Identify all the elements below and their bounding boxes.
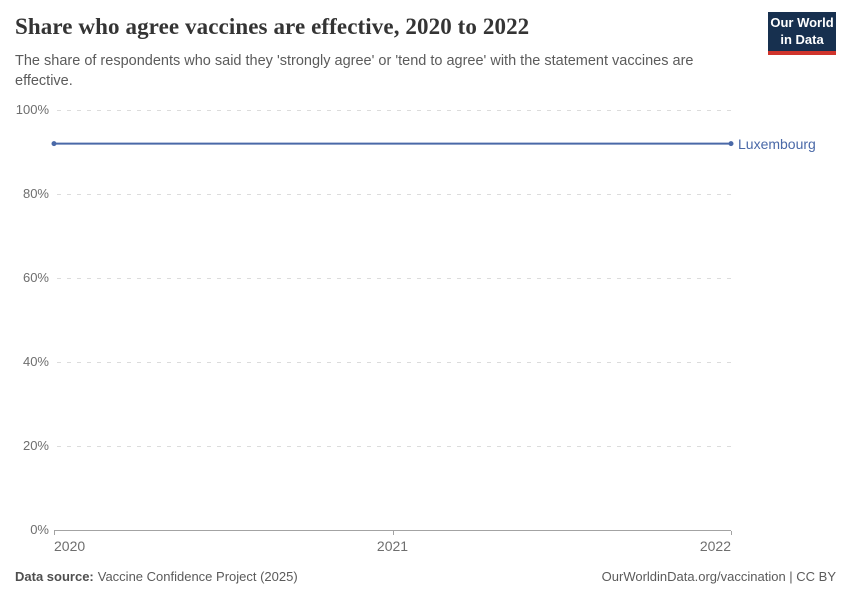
data-point-marker (728, 141, 734, 147)
gridline (57, 446, 731, 447)
x-axis-tick (54, 531, 55, 535)
chart-subtitle: The share of respondents who said they '… (15, 53, 694, 89)
x-axis-tick-label: 2020 (54, 538, 86, 554)
x-axis-tick-label: 2021 (376, 538, 409, 554)
x-axis-tick (731, 531, 732, 535)
owid-logo-line1: Our World (770, 15, 834, 31)
data-source-note: Data source: Vaccine Confidence Project (… (15, 569, 298, 584)
gridline (57, 194, 731, 195)
chart-title: Share who agree vaccines are effective, … (15, 14, 530, 39)
data-point-marker (51, 141, 57, 147)
footer-attribution-link[interactable]: OurWorldinData.org/vaccination | CC BY (601, 569, 836, 584)
y-axis-tick-label: 80% (22, 186, 49, 201)
y-axis-tick-label: 40% (22, 354, 49, 369)
gridline (57, 110, 731, 111)
chart-footer: Data source: Vaccine Confidence Project (… (15, 569, 836, 584)
gridline (57, 362, 731, 363)
data-source-value: Vaccine Confidence Project (2025) (97, 569, 298, 584)
gridline (57, 278, 731, 279)
series-label-luxembourg[interactable]: Luxembourg (738, 136, 816, 153)
owid-logo-line2: in Data (780, 31, 824, 47)
x-axis-tick (392, 531, 394, 535)
y-axis-tick-label: 0% (30, 522, 49, 537)
owid-logo: Our World in Data (768, 12, 836, 55)
y-axis-tick-label: 20% (22, 438, 49, 453)
data-source-label: Data source: (15, 569, 94, 584)
x-axis-line (54, 530, 731, 531)
y-axis-tick-label: 60% (22, 270, 49, 285)
y-axis-tick-label: 100% (15, 102, 49, 117)
x-axis-tick-label: 2022 (699, 538, 731, 554)
